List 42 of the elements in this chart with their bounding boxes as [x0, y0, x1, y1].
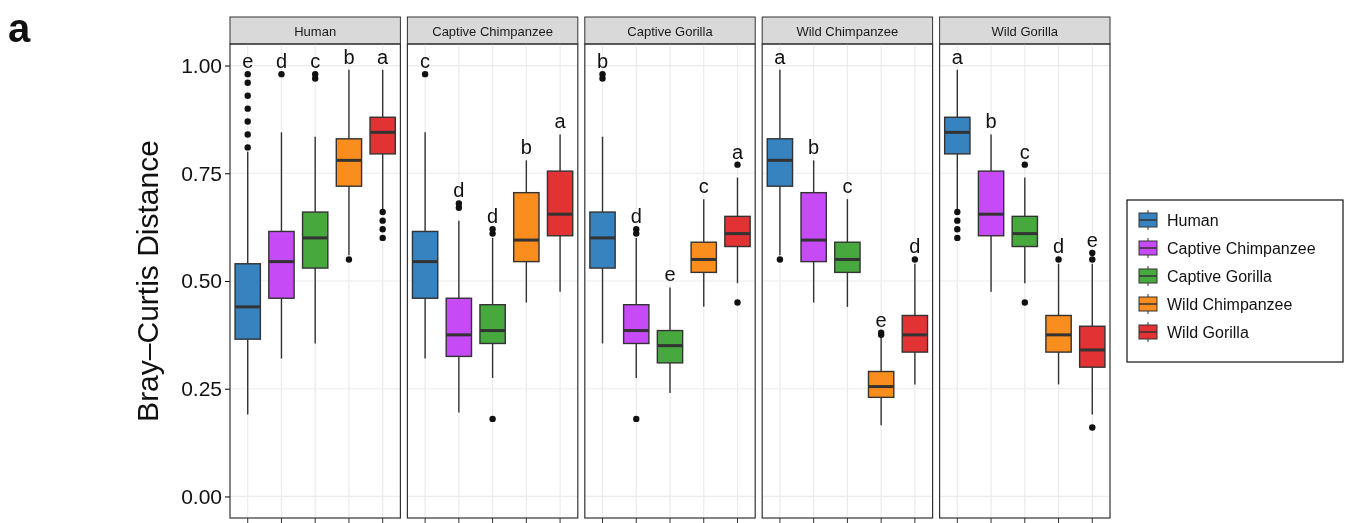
- text: e: [242, 50, 254, 73]
- y-tick-label: 0.75: [181, 161, 222, 185]
- text: b: [520, 136, 532, 159]
- text: d: [453, 179, 465, 202]
- legend-label: Captive Chimpanzee: [1167, 240, 1316, 257]
- text: c: [310, 50, 321, 73]
- text: c: [420, 50, 431, 73]
- text: a: [377, 45, 389, 68]
- legend-label: Human: [1167, 212, 1219, 229]
- text: d: [909, 235, 921, 258]
- y-tick-label: 0.00: [181, 484, 222, 508]
- text: b: [808, 136, 820, 159]
- text: a: [951, 45, 963, 68]
- text: a: [731, 140, 744, 163]
- y-tick-label: 0.50: [181, 269, 222, 293]
- text: a: [554, 110, 566, 133]
- y-tick-label: 0.25: [181, 376, 222, 400]
- text: e: [1086, 228, 1098, 251]
- x-tick-label: Wild Chimpanzee: [796, 23, 899, 39]
- text: d: [1052, 235, 1065, 258]
- text: e: [875, 308, 887, 331]
- text: d: [487, 205, 499, 228]
- text: b: [343, 45, 355, 68]
- legend-label: Wild Gorilla: [1167, 324, 1249, 341]
- x-tick-label: Captive Chimpanzee: [432, 23, 553, 39]
- legend-label: Captive Gorilla: [1167, 268, 1273, 285]
- x-tick-label: Wild Gorilla: [991, 23, 1059, 39]
- text: c: [1019, 140, 1030, 163]
- y-tick-label: 1.00: [181, 53, 222, 77]
- x-tick-label: Human: [294, 23, 337, 39]
- y-axis-title: Bray–Curtis Distance: [131, 140, 164, 422]
- text: a: [8, 6, 31, 50]
- text: c: [698, 175, 709, 198]
- text: d: [630, 205, 642, 228]
- text: b: [596, 50, 609, 73]
- legend-label: Wild Chimpanzee: [1167, 296, 1293, 313]
- text: d: [275, 50, 288, 73]
- text: b: [985, 110, 997, 133]
- text: a: [774, 45, 786, 68]
- x-tick-label: Captive Gorilla: [627, 23, 714, 39]
- text: c: [842, 175, 853, 198]
- text: e: [664, 263, 676, 286]
